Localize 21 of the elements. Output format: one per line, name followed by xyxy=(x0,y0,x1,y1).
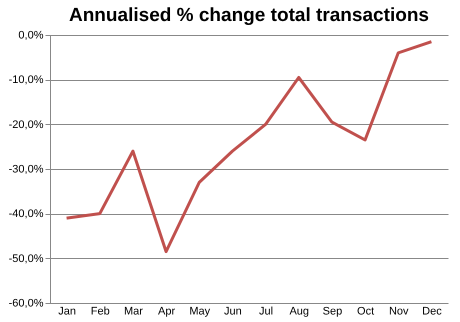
x-tick-label: May xyxy=(189,306,211,318)
x-tick-label: Aug xyxy=(289,306,310,318)
chart-title: Annualised % change total transactions xyxy=(68,5,430,26)
line-series xyxy=(65,40,433,254)
x-tick-label: Dec xyxy=(422,306,442,318)
x-tick-label: Feb xyxy=(90,306,110,318)
y-tick-label: -10,0% xyxy=(8,74,44,86)
x-tick-label: Jun xyxy=(224,306,242,318)
y-tick-label: -20,0% xyxy=(8,118,44,131)
x-tick-label: Apr xyxy=(158,306,176,318)
x-tick-label: Jan xyxy=(58,306,76,318)
x-tick-label: Jul xyxy=(259,306,274,318)
y-tick-label: -30,0% xyxy=(8,164,44,176)
y-tick-label: -60,0% xyxy=(8,298,44,310)
x-tick-label: Nov xyxy=(388,306,410,318)
y-tick-label: -40,0% xyxy=(8,208,44,220)
y-tick-label: -50,0% xyxy=(8,252,44,265)
y-tick-label: 0,0% xyxy=(18,30,44,42)
x-tick-label: Sep xyxy=(322,306,342,318)
x-tick-label: Oct xyxy=(357,306,374,318)
x-tick-label: Mar xyxy=(124,306,144,318)
